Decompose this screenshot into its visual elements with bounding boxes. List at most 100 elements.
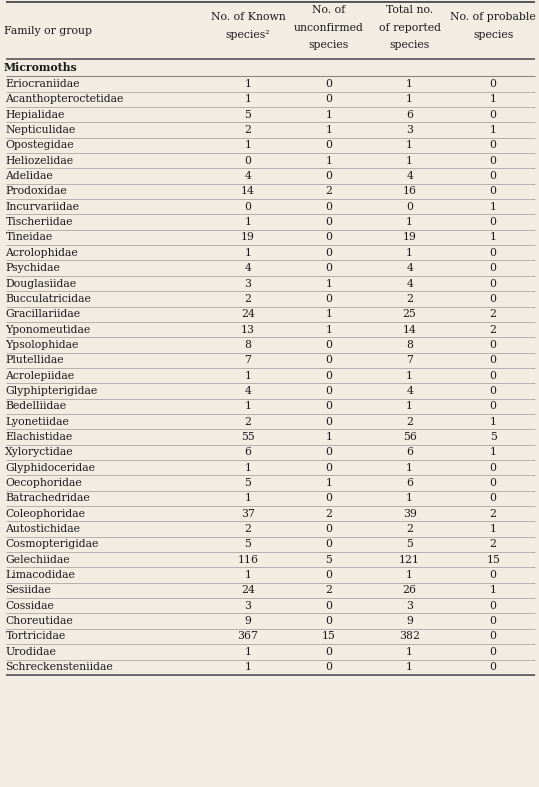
Text: 15: 15 [322, 631, 336, 641]
Text: 0: 0 [326, 355, 332, 365]
Text: 37: 37 [241, 508, 255, 519]
Text: 0: 0 [326, 248, 332, 258]
Text: Family or group: Family or group [4, 26, 92, 35]
Text: 1: 1 [490, 125, 496, 135]
Text: 0: 0 [326, 616, 332, 626]
Text: 19: 19 [241, 232, 255, 242]
Text: 0: 0 [326, 217, 332, 227]
Text: 0: 0 [326, 600, 332, 611]
Text: Total no.: Total no. [386, 6, 433, 15]
Text: 7: 7 [406, 355, 413, 365]
Text: 1: 1 [406, 463, 413, 473]
Text: 1: 1 [490, 586, 496, 596]
Text: 25: 25 [403, 309, 417, 320]
Text: Autostichidae: Autostichidae [5, 524, 80, 534]
Text: 6: 6 [406, 447, 413, 457]
Text: 0: 0 [490, 171, 496, 181]
Text: 6: 6 [245, 447, 251, 457]
Text: 4: 4 [245, 171, 251, 181]
Text: 1: 1 [245, 94, 251, 105]
Text: Choreutidae: Choreutidae [5, 616, 73, 626]
Text: Schreckensteniidae: Schreckensteniidae [5, 662, 113, 672]
Text: 4: 4 [406, 171, 413, 181]
Text: Sesiidae: Sesiidae [5, 586, 51, 596]
Text: species²: species² [226, 31, 270, 40]
Text: 9: 9 [406, 616, 413, 626]
Text: 1: 1 [406, 493, 413, 504]
Text: 0: 0 [490, 616, 496, 626]
Text: 0: 0 [490, 217, 496, 227]
Text: 382: 382 [399, 631, 420, 641]
Text: 0: 0 [490, 371, 496, 381]
Text: 0: 0 [490, 493, 496, 504]
Text: 0: 0 [326, 201, 332, 212]
Text: 3: 3 [406, 600, 413, 611]
Text: Elachistidae: Elachistidae [5, 432, 73, 442]
Text: Bedelliidae: Bedelliidae [5, 401, 66, 412]
Text: 0: 0 [490, 647, 496, 657]
Text: 0: 0 [326, 386, 332, 396]
Text: 0: 0 [326, 463, 332, 473]
Text: 1: 1 [326, 279, 332, 289]
Text: Acrolepiidae: Acrolepiidae [5, 371, 74, 381]
Text: 2: 2 [490, 508, 496, 519]
Text: 1: 1 [406, 401, 413, 412]
Text: 16: 16 [403, 187, 417, 197]
Text: 0: 0 [326, 662, 332, 672]
Text: 1: 1 [490, 94, 496, 105]
Text: 1: 1 [406, 371, 413, 381]
Text: 0: 0 [326, 493, 332, 504]
Text: 0: 0 [490, 109, 496, 120]
Text: Acanthopteroctetidae: Acanthopteroctetidae [5, 94, 124, 105]
Text: 1: 1 [245, 248, 251, 258]
Text: 2: 2 [245, 294, 251, 304]
Text: 1: 1 [245, 493, 251, 504]
Text: 0: 0 [326, 447, 332, 457]
Text: 1: 1 [245, 463, 251, 473]
Text: 0: 0 [326, 232, 332, 242]
Text: species: species [309, 40, 349, 50]
Text: 0: 0 [326, 140, 332, 150]
Text: 5: 5 [245, 109, 251, 120]
Text: Eriocraniidae: Eriocraniidae [5, 79, 80, 89]
Text: 0: 0 [326, 79, 332, 89]
Text: 1: 1 [326, 156, 332, 166]
Text: 0: 0 [490, 355, 496, 365]
Text: 8: 8 [245, 340, 251, 350]
Text: Opostegidae: Opostegidae [5, 140, 74, 150]
Text: unconfirmed: unconfirmed [294, 23, 364, 32]
Text: 2: 2 [326, 187, 332, 197]
Text: 1: 1 [406, 248, 413, 258]
Text: 0: 0 [490, 631, 496, 641]
Text: 56: 56 [403, 432, 417, 442]
Text: 367: 367 [238, 631, 258, 641]
Text: 2: 2 [326, 508, 332, 519]
Text: 0: 0 [490, 279, 496, 289]
Text: Nepticulidae: Nepticulidae [5, 125, 75, 135]
Text: 8: 8 [406, 340, 413, 350]
Text: Glyphipterigidae: Glyphipterigidae [5, 386, 98, 396]
Text: Tortricidae: Tortricidae [5, 631, 66, 641]
Text: 1: 1 [245, 217, 251, 227]
Text: 0: 0 [490, 570, 496, 580]
Text: 2: 2 [245, 125, 251, 135]
Text: 1: 1 [245, 647, 251, 657]
Text: 1: 1 [245, 371, 251, 381]
Text: 0: 0 [326, 416, 332, 427]
Text: Lyonetiidae: Lyonetiidae [5, 416, 70, 427]
Text: Douglasiidae: Douglasiidae [5, 279, 77, 289]
Text: 5: 5 [245, 478, 251, 488]
Text: 2: 2 [490, 309, 496, 320]
Text: 1: 1 [406, 662, 413, 672]
Text: 5: 5 [326, 555, 332, 565]
Text: Limacodidae: Limacodidae [5, 570, 75, 580]
Text: Urodidae: Urodidae [5, 647, 56, 657]
Text: 0: 0 [326, 570, 332, 580]
Text: Incurvariidae: Incurvariidae [5, 201, 79, 212]
Text: Adelidae: Adelidae [5, 171, 53, 181]
Text: 1: 1 [245, 662, 251, 672]
Text: 0: 0 [490, 386, 496, 396]
Text: 1: 1 [326, 478, 332, 488]
Text: 2: 2 [490, 324, 496, 334]
Text: 6: 6 [406, 478, 413, 488]
